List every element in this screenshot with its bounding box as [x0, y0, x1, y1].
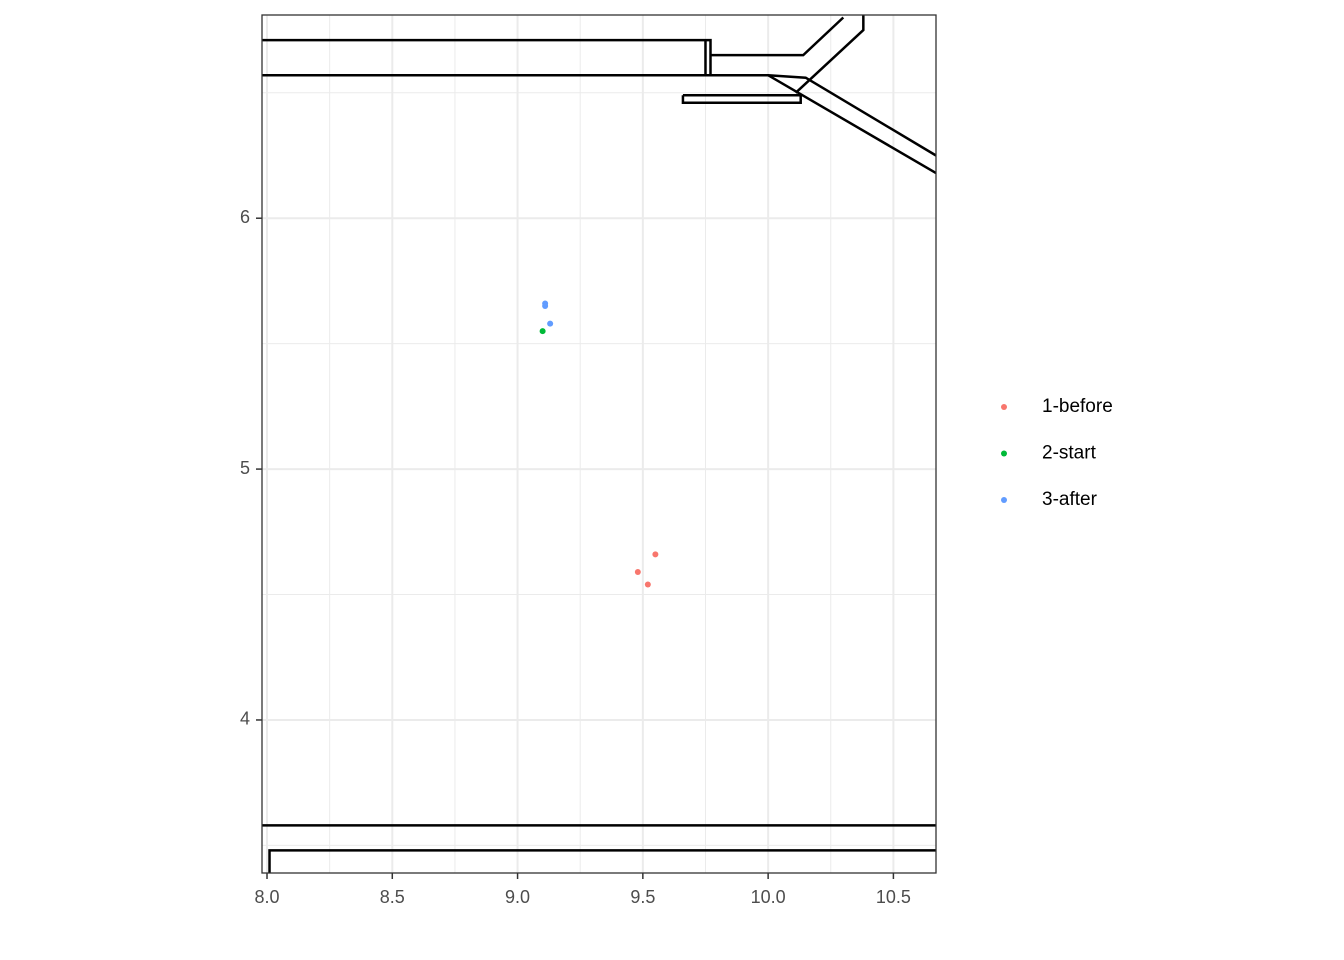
x-tick-label: 8.5: [380, 887, 405, 907]
legend-label: 2-start: [1042, 443, 1097, 464]
road-outline: [710, 16, 845, 57]
panel-border: [261, 14, 937, 874]
x-tick-label: 10.0: [751, 887, 786, 907]
road-outline: [768, 73, 936, 157]
x-tick-label: 8.0: [254, 887, 279, 907]
point: [652, 551, 659, 558]
y-tick-label: 6: [240, 207, 250, 227]
point: [539, 328, 546, 335]
road-outline: [268, 849, 936, 873]
legend-label: 1-before: [1042, 396, 1113, 417]
point: [644, 581, 651, 588]
x-tick-label: 9.0: [505, 887, 530, 907]
legend-key: [1001, 404, 1007, 410]
road-outline: [681, 94, 802, 105]
road-outline: [794, 15, 865, 94]
point: [542, 303, 549, 310]
outlines: [262, 15, 936, 873]
y-tick-label: 4: [240, 709, 250, 729]
y-tick-label: 5: [240, 458, 250, 478]
legend-key: [1001, 450, 1007, 457]
point: [547, 320, 554, 327]
x-tick-label: 9.5: [630, 887, 655, 907]
point: [634, 568, 641, 575]
legend-label: 3-after: [1042, 489, 1098, 510]
road-outline: [262, 38, 712, 76]
legend-key: [1001, 497, 1007, 503]
road-outline: [262, 73, 936, 175]
x-tick-label: 10.5: [876, 887, 911, 907]
